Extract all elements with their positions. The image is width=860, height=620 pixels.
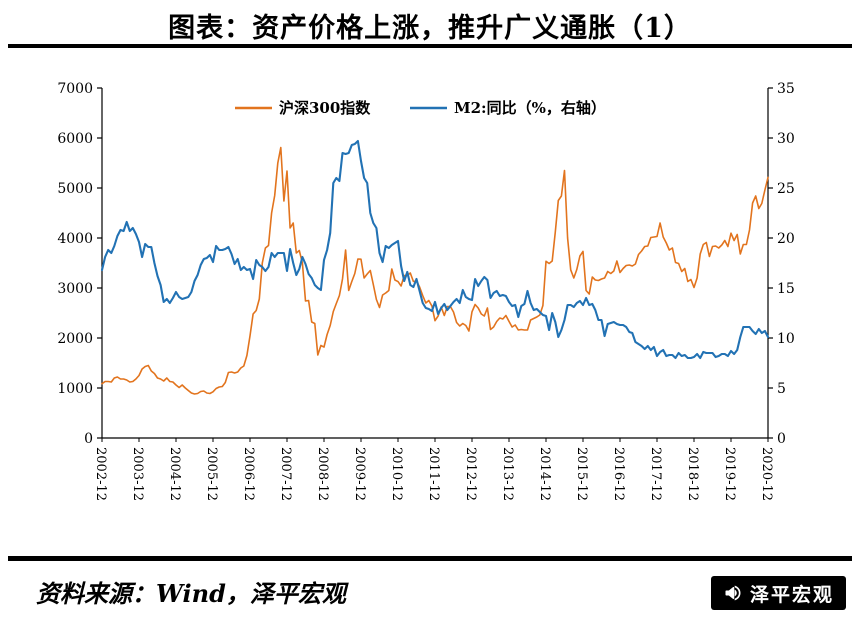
x-tick-label: 2010-12	[389, 447, 404, 501]
x-tick-label: 2014-12	[537, 447, 552, 501]
x-tick-label: 2016-12	[611, 447, 626, 501]
x-tick-label: 2007-12	[278, 447, 293, 501]
right-tick-label: 20	[777, 231, 795, 247]
x-tick-label: 2012-12	[463, 447, 478, 501]
chart-title: 图表：资产价格上涨，推升广义通胀（1）	[168, 13, 692, 44]
right-tick-label: 5	[777, 381, 786, 397]
left-tick-label: 6000	[57, 131, 93, 147]
left-tick-label: 5000	[57, 181, 93, 197]
x-tick-label: 2003-12	[130, 447, 145, 501]
right-tick-label: 35	[777, 81, 795, 97]
x-tick-label: 2019-12	[722, 447, 737, 501]
left-tick-label: 2000	[57, 331, 93, 347]
x-tick-label: 2015-12	[574, 447, 589, 501]
chart-area: 2020-12 2019-12 2018-12 2017-12 2016-12 2015-…	[50, 70, 810, 530]
x-tick-label: 2002-12	[93, 447, 108, 501]
brand-logo-text: 泽平宏观	[749, 583, 834, 606]
x-tick-label: 2017-12	[648, 447, 663, 501]
x-tick-label: 2005-12	[204, 447, 219, 501]
left-tick-label: 1000	[57, 381, 93, 397]
right-tick-label: 0	[777, 431, 786, 447]
series-line-0	[101, 146, 769, 395]
x-tick-label: 2006-12	[241, 447, 256, 501]
x-tick-label: 2008-12	[315, 447, 330, 501]
right-tick-label: 15	[777, 281, 795, 297]
megaphone-icon	[725, 585, 741, 601]
top-divider	[8, 44, 852, 48]
right-tick-label: 30	[777, 131, 795, 147]
legend-label-m2: M2:同比（%，右轴）	[454, 99, 606, 117]
left-tick-label: 0	[84, 431, 93, 447]
legend: 沪深300指数 M2:同比（%，右轴）	[235, 99, 606, 117]
right-tick-label: 25	[777, 181, 795, 197]
x-tick-label: 2011-12	[426, 447, 441, 501]
series-line-1	[100, 139, 770, 360]
x-tick-label: 2004-12	[167, 447, 182, 501]
source-note: 资料来源：Wind，泽平宏观	[36, 579, 346, 608]
x-tick-label: 2018-12	[685, 447, 700, 501]
left-tick-label: 3000	[57, 281, 93, 297]
left-tick-label: 4000	[57, 231, 93, 247]
x-tick-label: 2009-12	[352, 447, 367, 501]
x-tick-label: 2013-12	[500, 447, 515, 501]
legend-label-csi300: 沪深300指数	[279, 99, 371, 117]
bottom-divider	[8, 556, 852, 561]
left-tick-label: 7000	[57, 81, 93, 97]
brand-logo: 泽平宏观	[710, 576, 846, 610]
line-chart: 2020-12 2019-12 2018-12 2017-12 2016-12 2015-…	[57, 81, 795, 501]
x-tick-label: 2020-12	[759, 447, 774, 501]
right-tick-label: 10	[777, 331, 795, 347]
